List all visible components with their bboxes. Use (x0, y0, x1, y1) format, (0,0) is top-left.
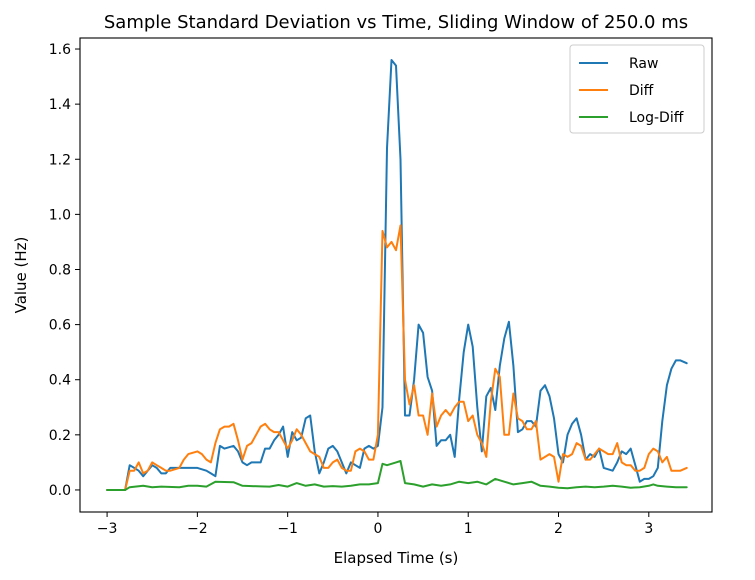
plot-lines (106, 59, 688, 491)
series-line-log-diff (106, 460, 688, 491)
y-tick-label: 1.2 (49, 152, 71, 168)
series-line-diff (106, 224, 688, 491)
legend: Raw Diff Log-Diff (569, 44, 705, 134)
legend-label-raw: Raw (629, 56, 658, 72)
x-tick-label: −1 (277, 521, 298, 537)
y-axis: 0.0 0.2 0.4 0.6 0.8 1.0 1.2 1.4 1.6 (49, 42, 80, 499)
x-axis-label: Elapsed Time (s) (334, 549, 459, 567)
x-tick-label: 2 (554, 521, 563, 537)
series-line-raw (106, 59, 688, 491)
y-tick-label: 0.0 (49, 483, 71, 499)
x-tick-label: 3 (644, 521, 653, 537)
legend-entries: Raw Diff Log-Diff (579, 56, 684, 126)
y-tick-label: 0.4 (49, 373, 71, 389)
legend-label-diff: Diff (629, 83, 654, 99)
x-tick-label: 0 (373, 521, 382, 537)
legend-label-log-diff: Log-Diff (629, 110, 684, 126)
y-tick-label: 1.0 (49, 207, 71, 223)
y-tick-label: 1.6 (49, 42, 71, 58)
plot-frame (79, 37, 713, 513)
x-tick-label: −2 (187, 521, 208, 537)
legend-box (569, 44, 705, 134)
x-tick-label: 1 (464, 521, 473, 537)
x-tick-label: −3 (97, 521, 118, 537)
y-tick-label: 0.6 (49, 318, 71, 334)
y-tick-label: 0.8 (49, 262, 71, 278)
y-tick-label: 0.2 (49, 428, 71, 444)
y-axis-label: Value (Hz) (12, 237, 30, 314)
x-axis: −3 −2 −1 0 1 2 3 (97, 512, 653, 537)
y-tick-label: 1.4 (49, 97, 71, 113)
chart-title: Sample Standard Deviation vs Time, Slidi… (104, 12, 688, 33)
